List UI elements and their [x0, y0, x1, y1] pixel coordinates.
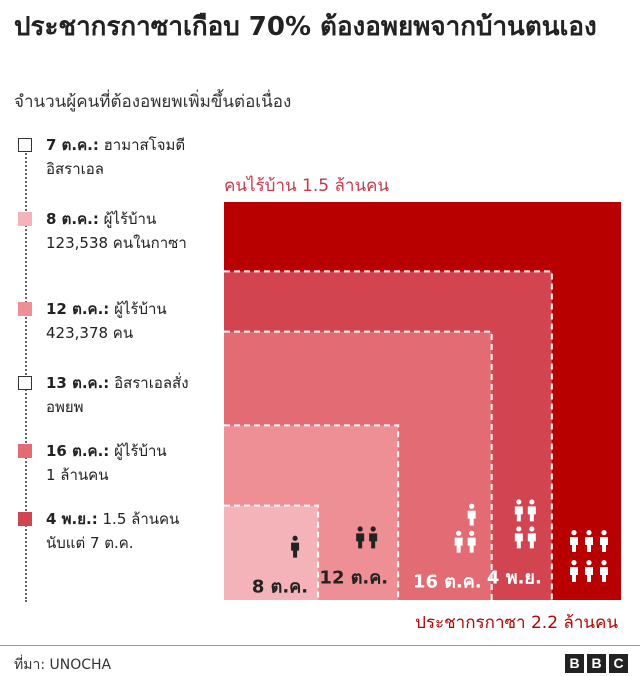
- timeline-item: 4 พ.ย.: 1.5 ล้านคน นับแต่ 7 ต.ค.: [18, 507, 223, 555]
- person-icon: [356, 526, 365, 549]
- timeline-item: 13 ต.ค.: อิสราเอลสั่ง อพยพ: [18, 371, 223, 419]
- person-icon: [600, 560, 608, 582]
- timeline-date: 4 พ.ย.:: [46, 510, 98, 528]
- area-boundary: [224, 504, 320, 600]
- person-icon: [369, 526, 378, 549]
- timeline-text-line2: นับแต่ 7 ต.ค.: [46, 534, 134, 552]
- source-note: ที่มา: UNOCHA: [14, 657, 112, 673]
- person-icon: [467, 530, 476, 553]
- person-icon: [527, 526, 536, 549]
- timeline-text: ผู้ไร้บ้าน: [114, 442, 167, 460]
- timeline-text: ผู้ไร้บ้าน: [114, 300, 167, 318]
- timeline-marker: [18, 376, 32, 390]
- timeline-text: ฮามาสโจมตี: [103, 136, 186, 154]
- person-icon: [514, 526, 523, 549]
- displacement-chart: 8 ต.ค. 12 ต.ค. 16 ต.ค. 4 พ.ย.: [224, 202, 621, 600]
- area-label: 16 ต.ค.: [413, 572, 482, 593]
- person-icon: [454, 530, 463, 553]
- bbc-logo-letter: B: [565, 654, 584, 673]
- timeline-date: 7 ต.ค.:: [46, 136, 99, 154]
- timeline-text-line2: 123,538 คนในกาซา: [46, 234, 187, 252]
- population-total-label: ประชากรกาซา 2.2 ล้านคน: [415, 613, 618, 633]
- area-label: 12 ต.ค.: [319, 567, 388, 588]
- timeline-text-line2: 1 ล้านคน: [46, 466, 109, 484]
- timeline-date: 8 ต.ค.:: [46, 210, 99, 228]
- person-icon: [600, 530, 608, 552]
- timeline-item: 8 ต.ค.: ผู้ไร้บ้าน 123,538 คนในกาซา: [18, 207, 223, 255]
- person-icon: [514, 499, 523, 522]
- chart-title: คนไร้บ้าน 1.5 ล้านคน: [224, 176, 390, 196]
- timeline-marker: [18, 138, 32, 152]
- area-label: 8 ต.ค.: [252, 577, 308, 598]
- person-icon: [527, 499, 536, 522]
- person-icon: [291, 535, 300, 558]
- area-label: 4 พ.ย.: [487, 567, 542, 588]
- timeline-date: 16 ต.ค.:: [46, 442, 110, 460]
- timeline-item: 7 ต.ค.: ฮามาสโจมตี อิสราเอล: [18, 133, 223, 181]
- footer-divider: [0, 645, 640, 646]
- person-icon: [585, 560, 593, 582]
- timeline-marker: [18, 302, 32, 316]
- subtitle: จำนวนผู้คนที่ต้องอพยพเพิ่มขึ้นต่อเนื่อง: [14, 92, 292, 112]
- person-icon: [570, 530, 578, 552]
- timeline-marker: [18, 444, 32, 458]
- page-title: ประชากรกาซาเกือบ 70% ต้องอพยพจากบ้านตนเอ…: [14, 12, 597, 42]
- timeline-date: 12 ต.ค.:: [46, 300, 110, 318]
- timeline-date: 13 ต.ค.:: [46, 374, 110, 392]
- bbc-logo-letter: C: [609, 654, 628, 673]
- timeline-marker: [18, 212, 32, 226]
- person-icon: [570, 560, 578, 582]
- bbc-logo-letter: B: [587, 654, 606, 673]
- area-boundary: [224, 424, 400, 600]
- person-icon: [585, 530, 593, 552]
- timeline-text-line2: อิสราเอล: [46, 160, 104, 178]
- timeline-item: 12 ต.ค.: ผู้ไร้บ้าน 423,378 คน: [18, 297, 223, 345]
- timeline-text-line2: 423,378 คน: [46, 324, 134, 342]
- person-icon: [467, 503, 476, 526]
- bbc-logo: B B C: [565, 654, 628, 673]
- displaced-area: [224, 505, 319, 600]
- timeline-text: 1.5 ล้านคน: [102, 510, 180, 528]
- timeline-text: อิสราเอลสั่ง: [114, 374, 189, 392]
- timeline-text-line2: อพยพ: [46, 398, 84, 416]
- timeline-text: ผู้ไร้บ้าน: [103, 210, 157, 228]
- timeline-marker: [18, 512, 32, 526]
- timeline-item: 16 ต.ค.: ผู้ไร้บ้าน 1 ล้านคน: [18, 439, 223, 487]
